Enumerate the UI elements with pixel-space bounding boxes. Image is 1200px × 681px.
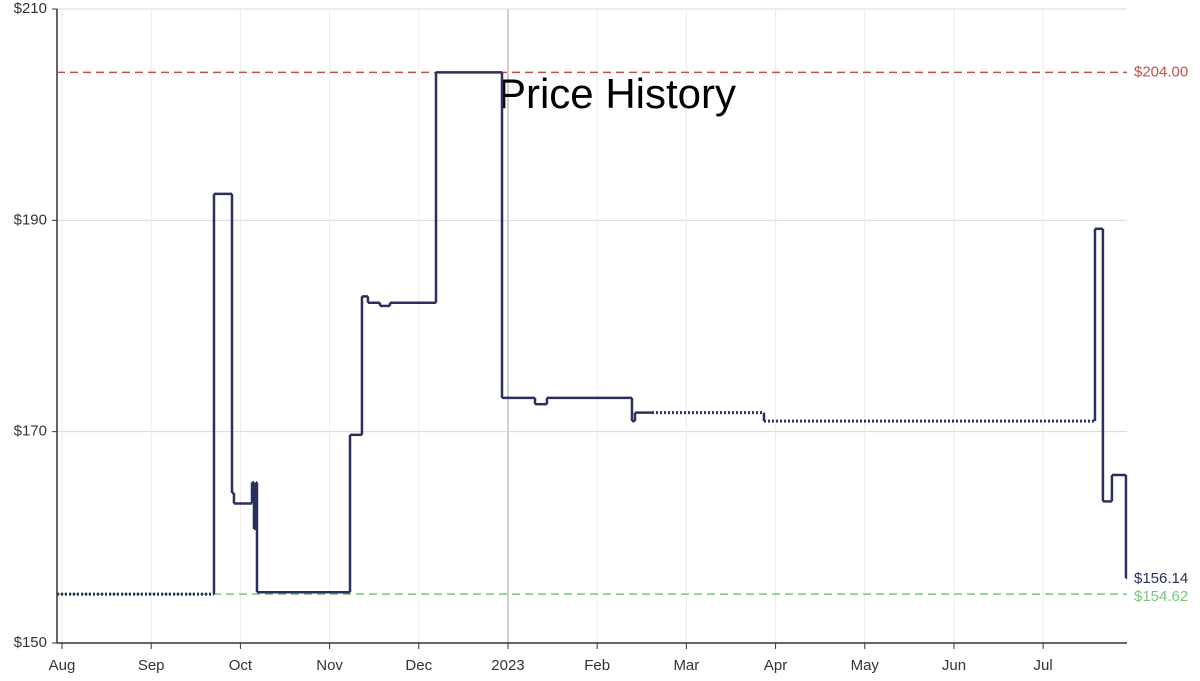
- x-tick-label: Jun: [942, 657, 966, 674]
- x-tick-label: Aug: [49, 657, 76, 674]
- x-tick-label: Oct: [229, 657, 253, 674]
- chart-title: Price History: [498, 70, 736, 117]
- x-tick-label: Mar: [673, 657, 699, 674]
- y-tick-label: $210: [14, 0, 47, 17]
- y-tick-label: $170: [14, 423, 47, 440]
- x-tick-label: Nov: [316, 657, 343, 674]
- x-tick-label: Dec: [405, 657, 432, 674]
- x-tick-label: Sep: [138, 657, 165, 674]
- x-tick-label: 2023: [491, 657, 524, 674]
- y-tick-label: $150: [14, 634, 47, 651]
- x-tick-label: Apr: [764, 657, 787, 674]
- x-tick-label: May: [851, 657, 880, 674]
- x-tick-label: Feb: [584, 657, 610, 674]
- reference-label: $154.62: [1134, 588, 1188, 605]
- current-price-label: $156.14: [1134, 570, 1188, 587]
- x-tick-label: Jul: [1034, 657, 1053, 674]
- y-tick-label: $190: [14, 211, 47, 228]
- reference-label: $204.00: [1134, 63, 1188, 80]
